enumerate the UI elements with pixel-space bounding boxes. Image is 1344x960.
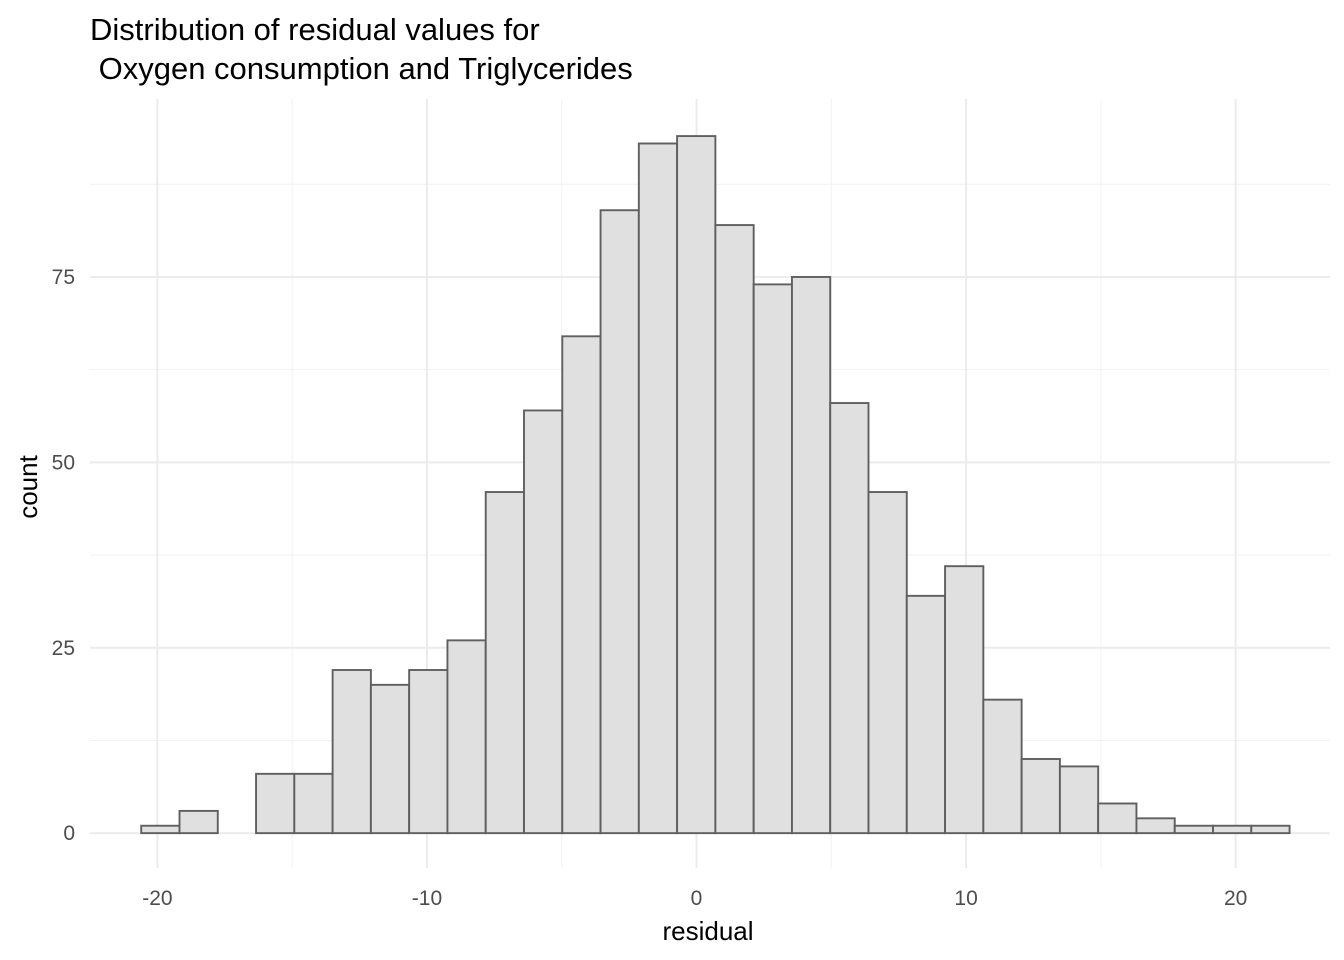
histogram-bar: [637, 142, 679, 835]
y-axis-title: count: [13, 454, 43, 518]
chart-title-line-2: Oxygen consumption and Triglycerides: [90, 51, 633, 86]
histogram-bar: [140, 824, 181, 835]
x-tick-label: 20: [1224, 887, 1247, 910]
histogram-bar: [369, 683, 411, 835]
histogram-bar: [714, 224, 755, 835]
histogram-bar: [561, 335, 602, 835]
histogram-bars: [140, 135, 1291, 835]
histogram-bar: [178, 809, 219, 835]
histogram-bar: [1020, 758, 1061, 835]
histogram-bar: [790, 276, 832, 835]
histogram-bar: [1173, 824, 1214, 835]
histogram-bar: [676, 135, 717, 835]
histogram-bar: [1135, 817, 1176, 835]
chart-title-line-1: Distribution of residual values for: [90, 12, 540, 47]
histogram-bar: [944, 565, 985, 835]
histogram-bar: [523, 409, 564, 835]
histogram-bar: [982, 698, 1023, 835]
histogram-bar: [1058, 765, 1100, 835]
histogram-bar: [905, 594, 947, 835]
histogram-bar: [1250, 824, 1291, 835]
histogram-bar: [752, 283, 793, 835]
histogram-bar: [446, 639, 487, 835]
x-tick-label: 0: [691, 887, 703, 910]
histogram-bar: [829, 402, 870, 835]
y-axis-ticks: 0 25 50 75: [52, 266, 75, 845]
histogram-bar: [1212, 824, 1253, 835]
y-tick-label: 75: [52, 266, 75, 289]
x-tick-label: -10: [412, 887, 442, 910]
y-tick-label: 50: [52, 451, 75, 474]
histogram-bar: [255, 772, 296, 835]
y-tick-label: 25: [52, 637, 75, 660]
x-tick-label: 10: [954, 887, 977, 910]
histogram-bar: [599, 209, 640, 835]
y-tick-label: 0: [63, 822, 75, 845]
histogram-bar: [331, 669, 372, 835]
histogram-bar: [293, 772, 334, 835]
x-tick-label: -20: [142, 887, 172, 910]
x-axis-ticks: -20 -10 0 10 20: [142, 887, 1247, 910]
histogram-bar: [484, 491, 525, 835]
histogram-bar: [408, 669, 449, 835]
histogram-bar: [867, 491, 908, 835]
x-axis-title: residual: [662, 916, 753, 946]
histogram-bar: [1097, 802, 1138, 835]
